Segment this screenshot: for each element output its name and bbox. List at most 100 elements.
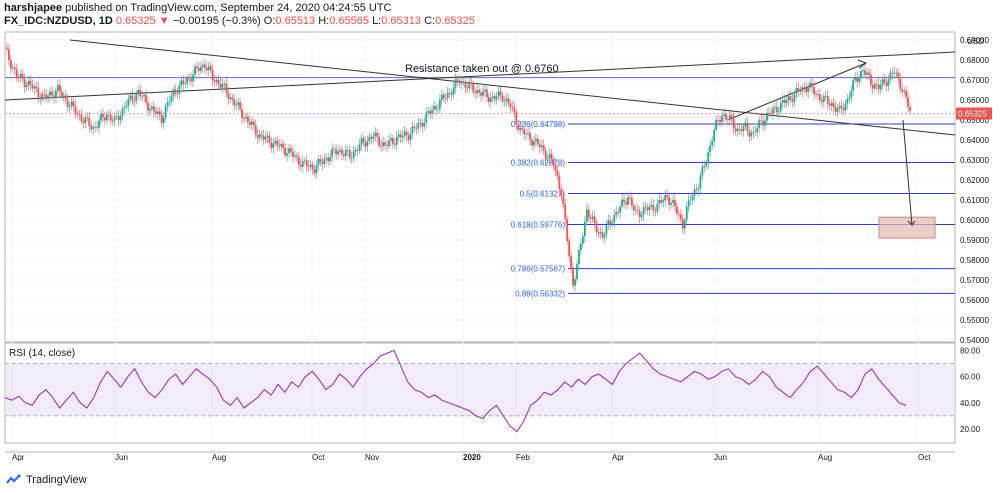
candle-body bbox=[505, 98, 508, 102]
candle-body bbox=[460, 82, 463, 84]
candle-body bbox=[335, 149, 337, 155]
candle-body bbox=[278, 145, 281, 147]
chart-area[interactable]: 0.236(0.64798) 0.382(0.62878) 0.5(0.61327)… bbox=[0, 0, 1000, 470]
candle-body bbox=[625, 202, 627, 205]
candle-body bbox=[350, 157, 353, 159]
candle-body bbox=[456, 79, 459, 81]
arrow-head-icon bbox=[907, 220, 916, 226]
candle-body bbox=[437, 108, 439, 110]
candle-body bbox=[883, 79, 886, 83]
candle-body bbox=[196, 66, 198, 69]
candle-body bbox=[327, 157, 330, 162]
price-tick-label: 0.56000 bbox=[960, 296, 989, 305]
candle-body bbox=[815, 94, 817, 96]
candle-body bbox=[423, 122, 426, 127]
high-label: H: bbox=[318, 15, 330, 27]
candle-body bbox=[768, 112, 770, 114]
candle-body bbox=[145, 95, 147, 103]
arrow-head-icon bbox=[857, 59, 868, 69]
current-price-label: 0.65325 bbox=[958, 110, 987, 119]
candle-body bbox=[554, 165, 557, 171]
candle-body bbox=[856, 77, 859, 82]
candle-body bbox=[660, 200, 663, 203]
candle-body bbox=[595, 222, 598, 233]
candle-body bbox=[366, 141, 369, 147]
candle-body bbox=[152, 106, 155, 112]
time-tick-label: Oct bbox=[312, 453, 325, 462]
candle-body bbox=[395, 137, 398, 145]
candle-body bbox=[458, 80, 461, 84]
ascending-trendline bbox=[4, 51, 956, 101]
candle-body bbox=[102, 114, 104, 118]
candle-body bbox=[303, 160, 306, 162]
candle-body bbox=[438, 99, 441, 109]
candle-body bbox=[317, 159, 320, 166]
candle-body bbox=[603, 234, 606, 238]
candle-body bbox=[642, 207, 645, 215]
candle-body bbox=[109, 114, 112, 121]
candle-body bbox=[49, 91, 51, 96]
candle-body bbox=[209, 66, 212, 71]
candle-body bbox=[258, 134, 261, 138]
price-pane[interactable] bbox=[4, 31, 956, 343]
candle-body bbox=[730, 115, 733, 119]
candle-body bbox=[789, 96, 792, 100]
time-tick-label: Jun bbox=[714, 453, 727, 462]
price-tick-label: 0.64000 bbox=[960, 136, 989, 145]
time-tick-label: Aug bbox=[818, 453, 832, 462]
candle-body bbox=[62, 95, 65, 97]
candle-body bbox=[860, 70, 862, 79]
candle-body bbox=[740, 129, 743, 132]
candle-body bbox=[149, 108, 151, 111]
currency-label: USD bbox=[967, 37, 984, 46]
candle-body bbox=[613, 214, 616, 223]
candle-body bbox=[836, 108, 839, 112]
candle-body bbox=[580, 243, 582, 251]
candle-body bbox=[105, 114, 108, 121]
candle-body bbox=[713, 129, 716, 142]
candle-body bbox=[687, 200, 690, 207]
candle-body bbox=[507, 98, 510, 104]
candle-body bbox=[250, 121, 253, 125]
symbol-legend: FX_IDC:NZDUSD, 1D 0.65325 ▼ −0.00195 (−0… bbox=[4, 15, 475, 27]
candle-body bbox=[19, 74, 22, 78]
candle-body bbox=[433, 106, 435, 111]
candle-body bbox=[742, 126, 745, 132]
candle-body bbox=[781, 100, 784, 103]
candle-body bbox=[376, 132, 379, 137]
candle-body bbox=[413, 126, 416, 128]
candle-body bbox=[356, 150, 359, 151]
candle-body bbox=[750, 132, 753, 137]
candle-body bbox=[178, 85, 181, 94]
candle-body bbox=[893, 72, 896, 74]
candle-body bbox=[901, 89, 904, 92]
candle-body bbox=[452, 87, 455, 95]
candle-body bbox=[611, 222, 614, 224]
candle-body bbox=[832, 103, 835, 107]
candle-body bbox=[162, 117, 165, 124]
candle-body bbox=[201, 64, 204, 67]
candle-body bbox=[309, 164, 312, 167]
publish-info: harshjapee published on TradingView.com,… bbox=[4, 2, 392, 14]
time-tick-label: Oct bbox=[918, 453, 931, 462]
candle-body bbox=[45, 94, 48, 98]
candle-body bbox=[450, 92, 453, 95]
candle-body bbox=[570, 256, 573, 268]
candle-body bbox=[826, 95, 829, 104]
candle-body bbox=[219, 84, 222, 88]
candle-body bbox=[517, 124, 520, 130]
candle-body bbox=[638, 210, 641, 218]
time-tick-label: Jun bbox=[115, 453, 128, 462]
candle-body bbox=[104, 117, 106, 121]
candle-body bbox=[493, 96, 496, 100]
candle-body bbox=[370, 136, 373, 139]
price-tick-label: 0.61000 bbox=[960, 196, 989, 205]
candle-body bbox=[264, 137, 267, 140]
candle-body bbox=[417, 123, 420, 129]
candle-body bbox=[139, 89, 142, 96]
candle-body bbox=[650, 204, 653, 207]
candle-body bbox=[732, 118, 735, 129]
candle-body bbox=[127, 98, 130, 106]
candle-body bbox=[311, 164, 314, 170]
candle-body bbox=[194, 66, 196, 75]
